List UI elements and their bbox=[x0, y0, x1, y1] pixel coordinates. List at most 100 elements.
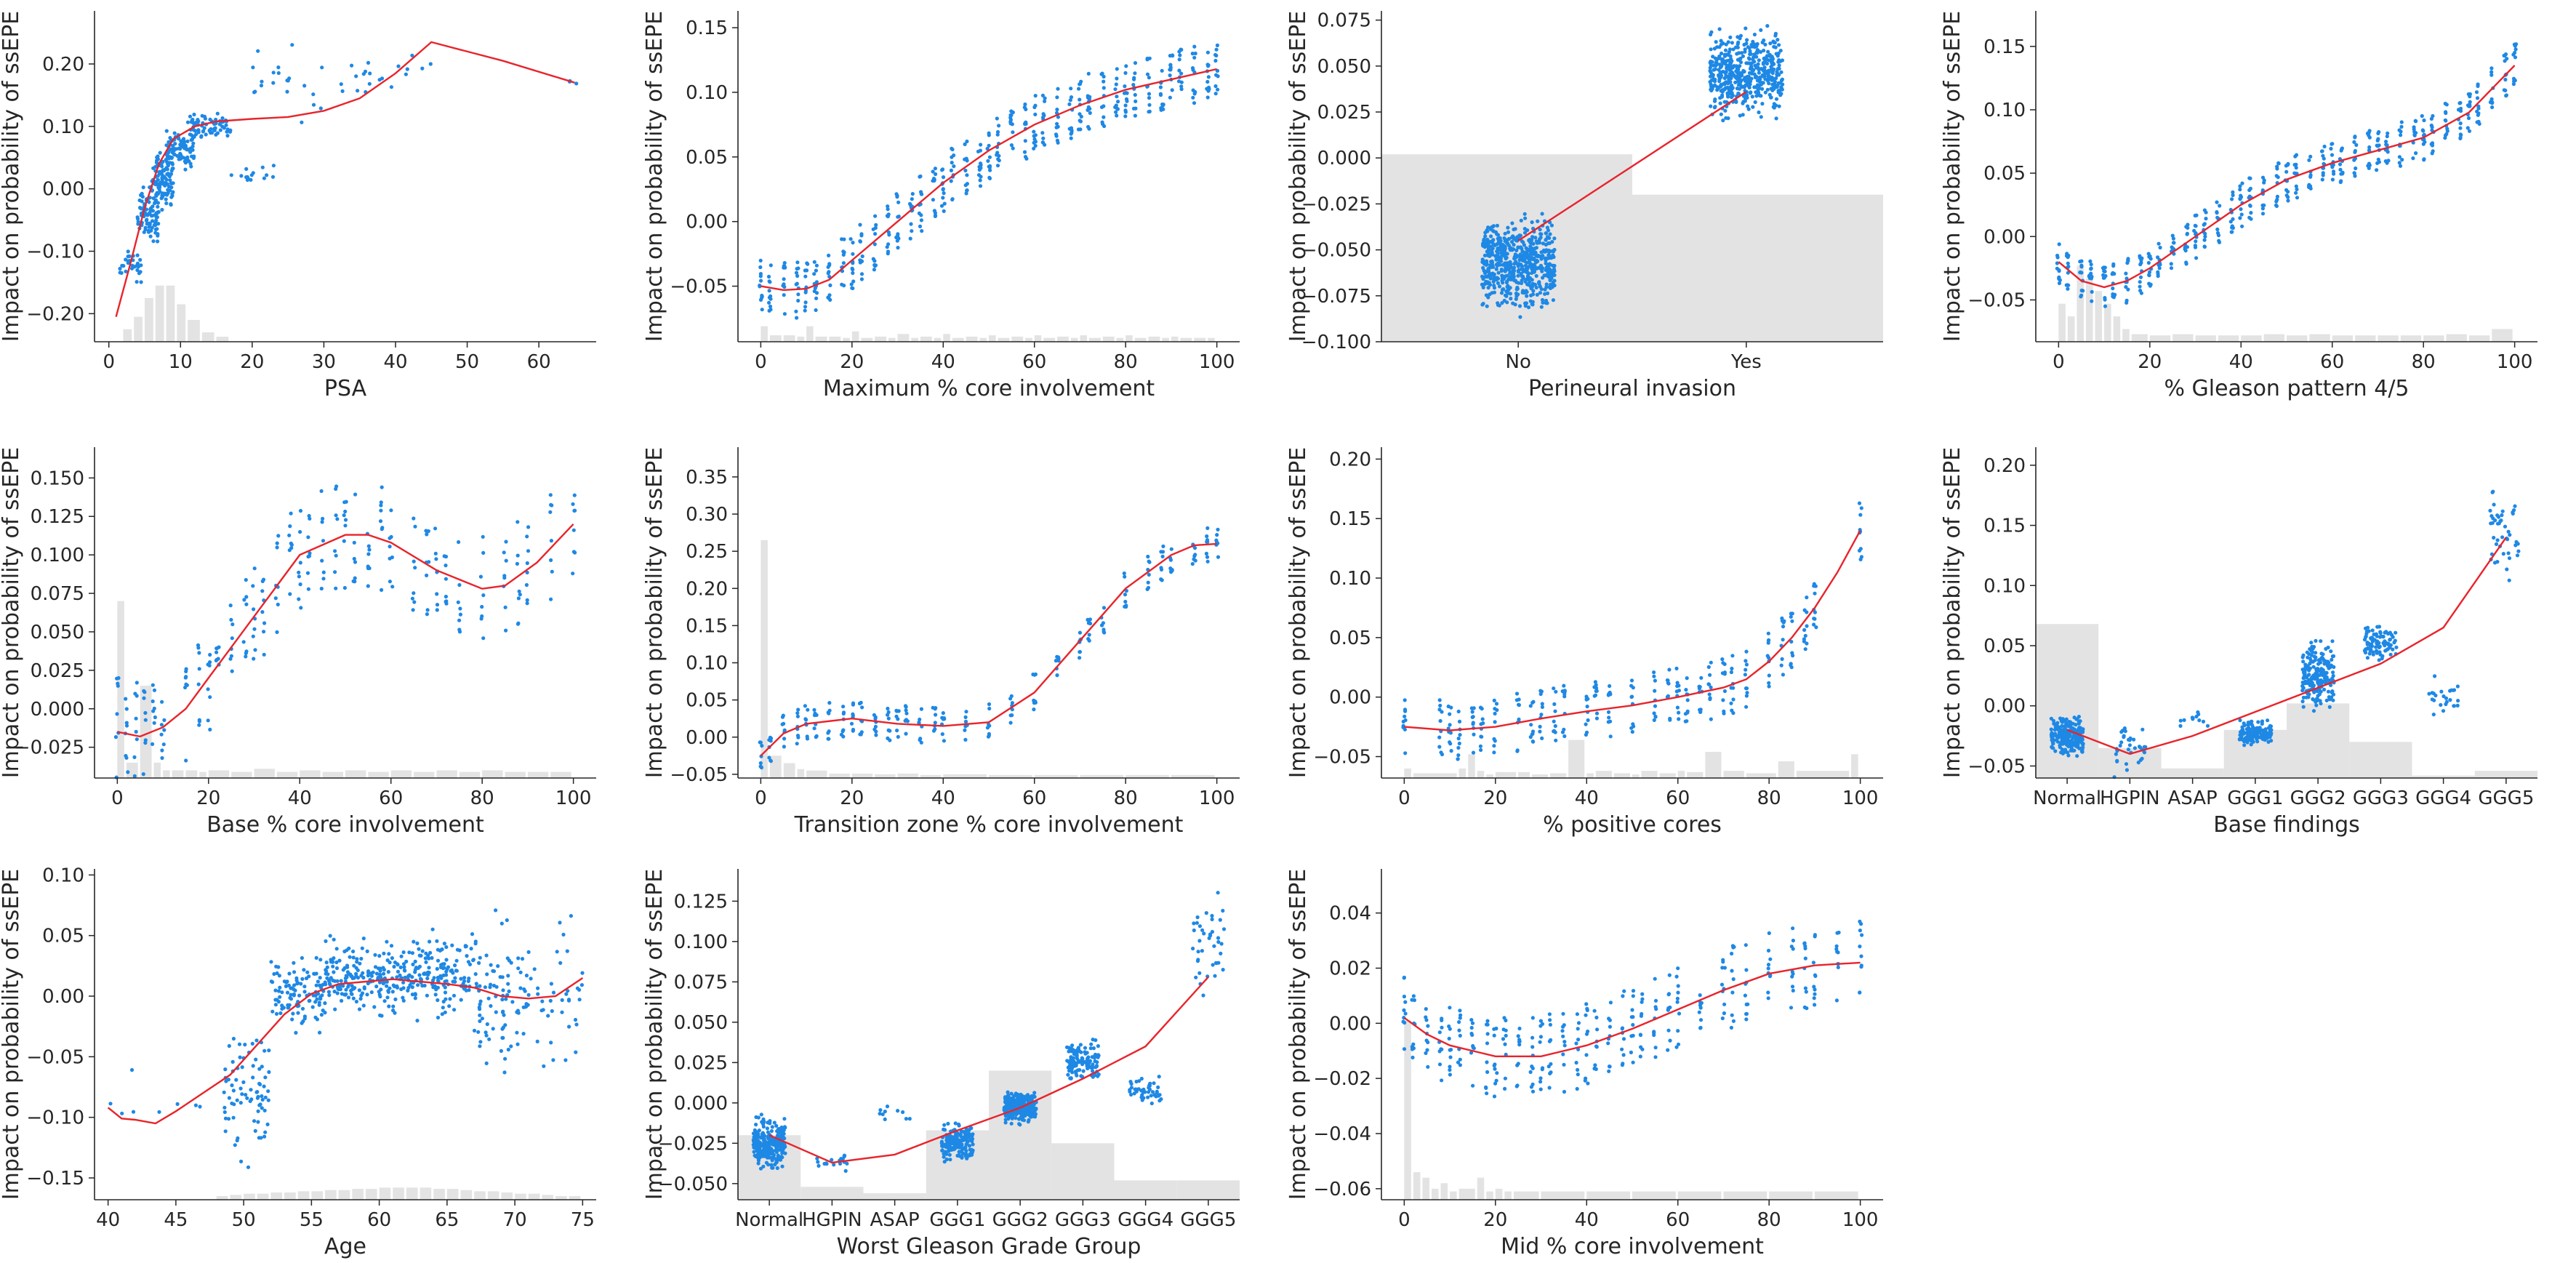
scatter-point bbox=[249, 1088, 253, 1092]
scatter-point bbox=[950, 161, 954, 165]
scatter-point bbox=[169, 169, 174, 173]
scatter-point bbox=[2354, 166, 2358, 171]
hist-bar bbox=[1495, 771, 1517, 778]
y-tick-label: 0.15 bbox=[1329, 508, 1371, 530]
scatter-point bbox=[2304, 674, 2308, 678]
scatter-point bbox=[1449, 749, 1453, 753]
scatter-point bbox=[156, 210, 160, 214]
scatter-point bbox=[267, 1049, 271, 1053]
scatter-point bbox=[2314, 699, 2318, 704]
scatter-point bbox=[2314, 671, 2318, 675]
scatter-point bbox=[2148, 254, 2152, 258]
scatter-point bbox=[1520, 267, 1525, 271]
scatter-point bbox=[525, 534, 529, 539]
scatter-point bbox=[812, 260, 816, 264]
scatter-point bbox=[142, 689, 146, 693]
scatter-point bbox=[1023, 121, 1027, 127]
scatter-point bbox=[2231, 190, 2235, 194]
scatter-point bbox=[918, 717, 922, 722]
scatter-point bbox=[1813, 591, 1817, 596]
scatter-point bbox=[1607, 715, 1611, 720]
scatter-point bbox=[2119, 730, 2124, 734]
scatter-point bbox=[120, 1111, 124, 1115]
scatter-point bbox=[2308, 184, 2313, 188]
x-tick-label: ASAP bbox=[2168, 787, 2218, 809]
scatter-point bbox=[136, 220, 140, 224]
scatter-point bbox=[903, 718, 907, 723]
scatter-point bbox=[433, 551, 438, 556]
scatter-point bbox=[273, 988, 278, 993]
scatter-point bbox=[1216, 74, 1220, 79]
scatter-point bbox=[1205, 559, 1210, 564]
scatter-point bbox=[1531, 292, 1536, 297]
scatter-point bbox=[2322, 687, 2327, 692]
scatter-point bbox=[129, 1067, 135, 1072]
scatter-point bbox=[161, 159, 165, 164]
scatter-point bbox=[146, 228, 151, 233]
scatter-point bbox=[124, 723, 129, 728]
scatter-point bbox=[1802, 608, 1807, 612]
scatter-point bbox=[1522, 227, 1527, 231]
scatter-point bbox=[1584, 722, 1588, 726]
hist-bar bbox=[1723, 771, 1744, 778]
scatter-point bbox=[769, 739, 773, 743]
scatter-point bbox=[2375, 168, 2379, 172]
scatter-point bbox=[2513, 50, 2517, 55]
scatter-point bbox=[2239, 207, 2243, 212]
scatter-point bbox=[2506, 529, 2511, 534]
scatter-point bbox=[2246, 734, 2250, 739]
scatter-point bbox=[873, 263, 878, 268]
scatter-point bbox=[1608, 690, 1612, 695]
scatter-point bbox=[2386, 159, 2391, 163]
y-tick-label: 0.05 bbox=[1329, 628, 1371, 649]
scatter-point bbox=[156, 233, 160, 238]
x-tick-label: 100 bbox=[555, 787, 592, 809]
scatter-point bbox=[276, 71, 281, 76]
hist-bar bbox=[1404, 768, 1411, 778]
hist-bar bbox=[322, 771, 343, 778]
scatter-point bbox=[153, 715, 157, 720]
y-tick-label: −0.025 bbox=[1301, 193, 1371, 215]
x-tick-label: 80 bbox=[1114, 787, 1138, 809]
scatter-point bbox=[896, 200, 901, 204]
scatter-point bbox=[2248, 186, 2252, 191]
scatter-point bbox=[2307, 651, 2311, 657]
scatter-point bbox=[287, 533, 292, 537]
scatter-point bbox=[2055, 738, 2059, 742]
scatter-point bbox=[1514, 297, 1518, 301]
scatter-point bbox=[428, 62, 433, 66]
scatter-point bbox=[1133, 113, 1137, 118]
scatter-point bbox=[1723, 71, 1728, 76]
scatter-point bbox=[153, 222, 158, 227]
scatter-point bbox=[1542, 273, 1546, 278]
scatter-point bbox=[143, 212, 148, 217]
scatter-point bbox=[274, 964, 278, 969]
scatter-point bbox=[1593, 693, 1598, 697]
scatter-point bbox=[1545, 291, 1550, 295]
scatter-point bbox=[976, 149, 981, 153]
hist-bar bbox=[1851, 754, 1858, 778]
scatter-point bbox=[2330, 657, 2334, 662]
scatter-point bbox=[265, 173, 269, 177]
scatter-point bbox=[2124, 298, 2129, 302]
scatter-point bbox=[257, 1081, 262, 1086]
scatter-point bbox=[342, 949, 347, 954]
scatter-point bbox=[2329, 146, 2333, 151]
scatter-point bbox=[190, 135, 195, 140]
scatter-point bbox=[2430, 697, 2434, 702]
scatter-point bbox=[2500, 513, 2504, 518]
scatter-point bbox=[548, 493, 553, 497]
scatter-point bbox=[1078, 119, 1083, 124]
scatter-point bbox=[526, 549, 531, 553]
scatter-point bbox=[1713, 97, 1717, 102]
scatter-point bbox=[987, 164, 992, 168]
scatter-point bbox=[280, 1006, 284, 1011]
scatter-point bbox=[1215, 43, 1219, 47]
scatter-point bbox=[1719, 89, 1723, 93]
scatter-point bbox=[2331, 692, 2336, 697]
scatter-point bbox=[1552, 686, 1556, 691]
scatter-point bbox=[182, 140, 187, 144]
scatter-point bbox=[143, 225, 148, 230]
x-tick-label: 80 bbox=[2412, 351, 2436, 373]
scatter-point bbox=[2443, 101, 2447, 106]
